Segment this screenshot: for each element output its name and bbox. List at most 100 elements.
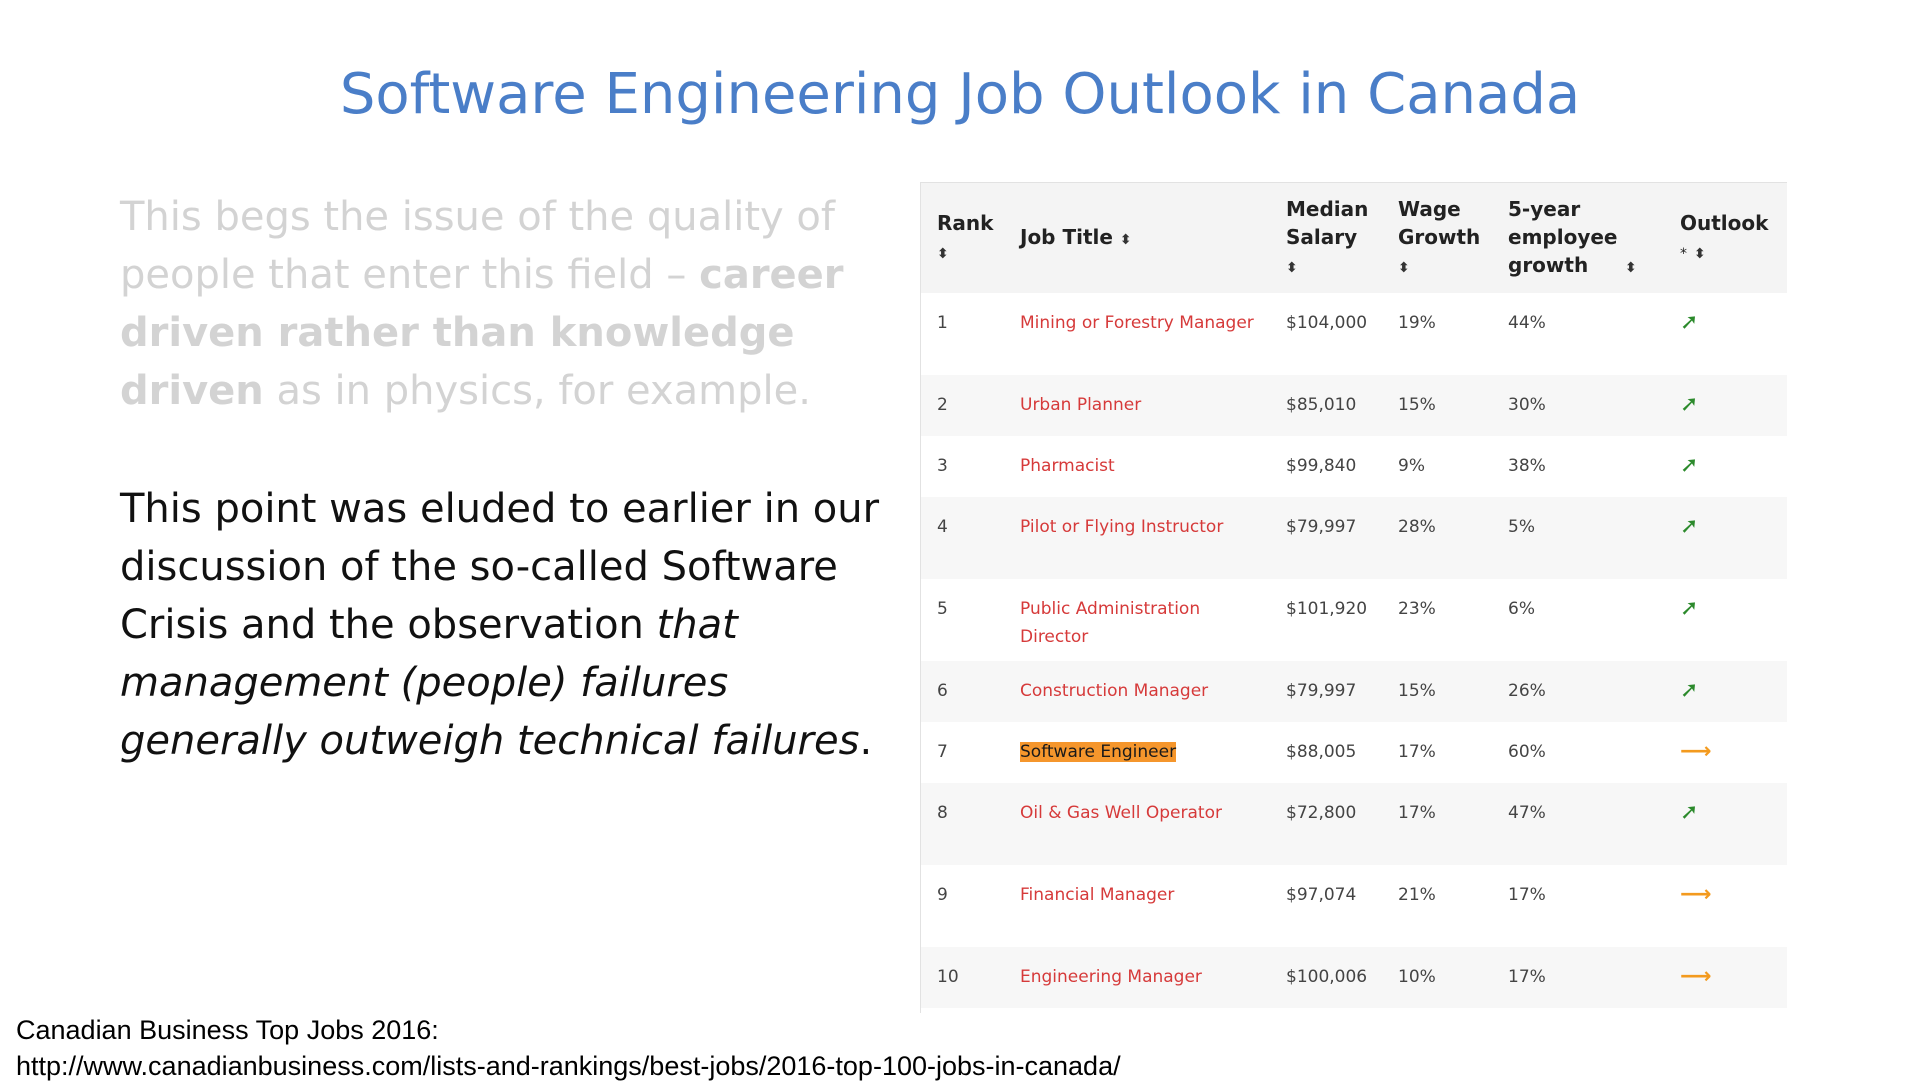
sort-icon[interactable]: ⬍ bbox=[1119, 231, 1132, 248]
cell-employee-growth: 5% bbox=[1492, 497, 1664, 579]
cell-employee-growth: 6% bbox=[1508, 599, 1535, 619]
cell-job-title[interactable]: Public Administration Director bbox=[1020, 599, 1201, 647]
cell-job-title[interactable]: Software Engineer bbox=[1004, 722, 1270, 783]
outlook-note: * bbox=[1680, 245, 1687, 262]
cell-employee-growth: 60% bbox=[1508, 742, 1546, 762]
main-italic-text: that management (people) failures genera… bbox=[120, 602, 860, 764]
cell-job-title[interactable]: Financial Manager bbox=[1020, 885, 1175, 905]
up-arrow-icon: ➚ bbox=[1680, 453, 1699, 478]
cell-outlook: ⟶ bbox=[1664, 947, 1787, 1008]
table-row: 1 Mining or Forestry Manager $104,000 19… bbox=[921, 293, 1787, 375]
cell-outlook: ➚ bbox=[1664, 293, 1787, 375]
cell-outlook: ➚ bbox=[1664, 579, 1787, 661]
cell-rank: 7 bbox=[937, 742, 948, 762]
source-line-1: Canadian Business Top Jobs 2016: bbox=[16, 1015, 439, 1045]
cell-outlook: ➚ bbox=[1664, 783, 1787, 865]
cell-rank: 2 bbox=[921, 375, 1004, 436]
cell-employee-growth: 38% bbox=[1508, 456, 1546, 476]
cell-salary: $97,074 bbox=[1286, 885, 1357, 905]
cell-job-title[interactable]: Engineering Manager bbox=[1004, 947, 1270, 1008]
faded-text-2: as in physics, for example. bbox=[263, 368, 811, 414]
header-rank[interactable]: Rank ⬍ bbox=[921, 183, 1004, 293]
up-arrow-icon: ➚ bbox=[1680, 800, 1699, 825]
cell-job-title[interactable]: Mining or Forestry Manager bbox=[1020, 313, 1254, 333]
sort-icon[interactable]: ⬍ bbox=[937, 245, 949, 262]
up-arrow-icon: ➚ bbox=[1680, 596, 1699, 621]
header-employee-growth[interactable]: 5-year employee growth ⬍ bbox=[1492, 183, 1664, 293]
cell-rank: 6 bbox=[921, 661, 1004, 722]
sort-icon[interactable]: ⬍ bbox=[1286, 259, 1298, 276]
cell-rank: 10 bbox=[921, 947, 1004, 1008]
header-median-salary[interactable]: Median Salary ⬍ bbox=[1270, 183, 1382, 293]
cell-salary: $88,005 bbox=[1286, 742, 1357, 762]
cell-employee-growth: 30% bbox=[1492, 375, 1664, 436]
main-text-2: . bbox=[859, 718, 873, 764]
main-paragraph: This point was eluded to earlier in our … bbox=[120, 480, 880, 770]
cell-rank: 5 bbox=[937, 599, 948, 619]
cell-wage-growth: 28% bbox=[1382, 497, 1492, 579]
cell-salary: $100,006 bbox=[1270, 947, 1382, 1008]
up-arrow-icon: ➚ bbox=[1680, 514, 1699, 539]
cell-outlook: ➚ bbox=[1664, 436, 1787, 497]
cell-outlook: ⟶ bbox=[1664, 865, 1787, 947]
cell-employee-growth: 17% bbox=[1492, 947, 1664, 1008]
cell-salary: $72,800 bbox=[1270, 783, 1382, 865]
sort-icon[interactable]: ⬍ bbox=[1398, 259, 1410, 276]
cell-wage-growth: 10% bbox=[1382, 947, 1492, 1008]
cell-salary: $79,997 bbox=[1270, 661, 1382, 722]
cell-wage-growth: 15% bbox=[1382, 375, 1492, 436]
table-row: 5 Public Administration Director $101,92… bbox=[921, 579, 1787, 661]
table-row: 9 Financial Manager $97,074 21% 17% ⟶ bbox=[921, 865, 1787, 947]
cell-employee-growth: 17% bbox=[1508, 885, 1546, 905]
highlighted-job-title[interactable]: Software Engineer bbox=[1020, 742, 1177, 762]
cell-wage-growth: 17% bbox=[1398, 742, 1436, 762]
source-citation: Canadian Business Top Jobs 2016: http://w… bbox=[16, 1012, 1316, 1084]
cell-salary: $104,000 bbox=[1286, 313, 1368, 333]
cell-rank: 1 bbox=[937, 313, 948, 333]
cell-salary: $99,840 bbox=[1286, 456, 1357, 476]
up-arrow-icon: ➚ bbox=[1680, 310, 1699, 335]
table-row: 6 Construction Manager $79,997 15% 26% ➚ bbox=[921, 661, 1787, 722]
header-job-title[interactable]: Job Title ⬍ bbox=[1004, 183, 1270, 293]
sort-icon[interactable]: ⬍ bbox=[1624, 259, 1637, 276]
jobs-table-container: Rank ⬍ Job Title ⬍ Median Salary ⬍ Wage Gr… bbox=[920, 182, 1787, 1013]
cell-salary: $101,920 bbox=[1286, 599, 1368, 619]
sort-icon[interactable]: ⬍ bbox=[1693, 245, 1706, 262]
up-arrow-icon: ➚ bbox=[1680, 392, 1699, 417]
faded-bold-text: career driven rather than knowledge driv… bbox=[120, 252, 844, 414]
faded-text-1: This begs the issue of the quality of pe… bbox=[120, 194, 835, 298]
cell-rank: 3 bbox=[937, 456, 948, 476]
right-arrow-icon: ⟶ bbox=[1680, 964, 1712, 989]
source-url[interactable]: http://www.canadianbusiness.com/lists-an… bbox=[16, 1051, 1121, 1081]
cell-employee-growth: 26% bbox=[1492, 661, 1664, 722]
cell-outlook: ➚ bbox=[1664, 375, 1787, 436]
cell-wage-growth: 21% bbox=[1398, 885, 1436, 905]
header-outlook[interactable]: Outlook * ⬍ bbox=[1664, 183, 1787, 293]
cell-job-title[interactable]: Urban Planner bbox=[1004, 375, 1270, 436]
main-text-1: This point was eluded to earlier in our … bbox=[120, 486, 880, 648]
table-row: 7 Software Engineer $88,005 17% 60% ⟶ bbox=[921, 722, 1787, 783]
cell-salary: $79,997 bbox=[1270, 497, 1382, 579]
cell-employee-growth: 47% bbox=[1492, 783, 1664, 865]
cell-job-title[interactable]: Construction Manager bbox=[1004, 661, 1270, 722]
up-arrow-icon: ➚ bbox=[1680, 678, 1699, 703]
cell-salary: $85,010 bbox=[1270, 375, 1382, 436]
cell-wage-growth: 19% bbox=[1398, 313, 1436, 333]
cell-rank: 9 bbox=[937, 885, 948, 905]
cell-rank: 4 bbox=[921, 497, 1004, 579]
cell-job-title[interactable]: Oil & Gas Well Operator bbox=[1004, 783, 1270, 865]
cell-wage-growth: 17% bbox=[1382, 783, 1492, 865]
table-row: 4 Pilot or Flying Instructor $79,997 28%… bbox=[921, 497, 1787, 579]
header-wage-growth[interactable]: Wage Growth ⬍ bbox=[1382, 183, 1492, 293]
table-row: 8 Oil & Gas Well Operator $72,800 17% 47… bbox=[921, 783, 1787, 865]
cell-outlook: ➚ bbox=[1664, 497, 1787, 579]
cell-wage-growth: 15% bbox=[1382, 661, 1492, 722]
cell-job-title[interactable]: Pilot or Flying Instructor bbox=[1004, 497, 1270, 579]
slide-title: Software Engineering Job Outlook in Cana… bbox=[339, 62, 1581, 127]
cell-wage-growth: 23% bbox=[1398, 599, 1436, 619]
faded-paragraph: This begs the issue of the quality of pe… bbox=[120, 188, 880, 420]
cell-job-title[interactable]: Pharmacist bbox=[1020, 456, 1115, 476]
jobs-table: Rank ⬍ Job Title ⬍ Median Salary ⬍ Wage Gr… bbox=[921, 183, 1787, 1008]
table-row: 2 Urban Planner $85,010 15% 30% ➚ bbox=[921, 375, 1787, 436]
table-row: 3 Pharmacist $99,840 9% 38% ➚ bbox=[921, 436, 1787, 497]
